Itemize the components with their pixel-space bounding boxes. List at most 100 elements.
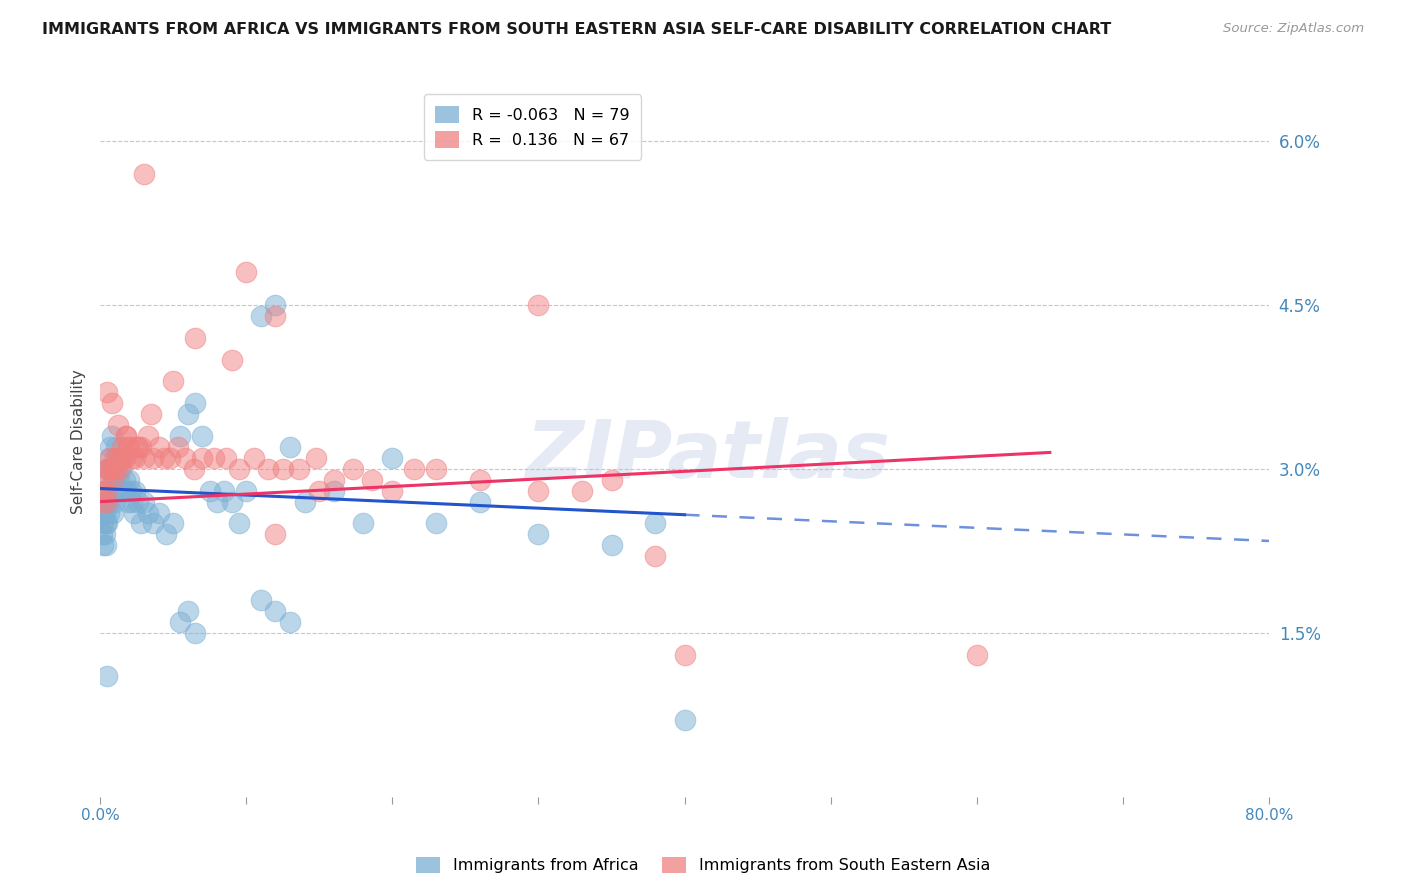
Point	[138, 506, 160, 520]
Point	[90, 527, 112, 541]
Point	[191, 450, 214, 465]
Text: IMMIGRANTS FROM AFRICA VS IMMIGRANTS FROM SOUTH EASTERN ASIA SELF-CARE DISABILIT: IMMIGRANTS FROM AFRICA VS IMMIGRANTS FRO…	[42, 22, 1111, 37]
Point	[205, 494, 228, 508]
Point	[90, 494, 112, 508]
Point	[90, 494, 112, 508]
Point	[111, 440, 134, 454]
Text: ZIPatlas: ZIPatlas	[526, 417, 890, 495]
Point	[142, 516, 165, 531]
Point	[96, 516, 118, 531]
Point	[104, 450, 127, 465]
Point	[129, 516, 152, 531]
Point	[105, 473, 128, 487]
Point	[527, 298, 550, 312]
Point	[183, 462, 205, 476]
Point	[322, 473, 344, 487]
Point	[94, 538, 117, 552]
Point	[111, 450, 134, 465]
Point	[110, 462, 132, 476]
Point	[96, 462, 118, 476]
Point	[177, 407, 200, 421]
Point	[105, 440, 128, 454]
Point	[115, 429, 138, 443]
Point	[97, 450, 120, 465]
Point	[381, 483, 404, 498]
Point	[138, 429, 160, 443]
Point	[101, 429, 124, 443]
Point	[101, 396, 124, 410]
Point	[107, 450, 129, 465]
Point	[228, 516, 250, 531]
Point	[114, 473, 136, 487]
Point	[202, 450, 225, 465]
Text: Source: ZipAtlas.com: Source: ZipAtlas.com	[1223, 22, 1364, 36]
Point	[271, 462, 294, 476]
Point	[112, 450, 135, 465]
Point	[250, 309, 273, 323]
Point	[288, 462, 311, 476]
Point	[169, 615, 191, 629]
Point	[221, 352, 243, 367]
Point	[228, 462, 250, 476]
Point	[148, 440, 170, 454]
Point	[264, 309, 287, 323]
Point	[104, 462, 127, 476]
Point	[97, 506, 120, 520]
Point	[235, 483, 257, 498]
Point	[221, 494, 243, 508]
Point	[120, 483, 142, 498]
Point	[108, 462, 131, 476]
Point	[166, 440, 188, 454]
Point	[127, 440, 149, 454]
Point	[184, 331, 207, 345]
Point	[673, 713, 696, 727]
Point	[162, 516, 184, 531]
Point	[94, 516, 117, 531]
Point	[118, 440, 141, 454]
Point	[91, 506, 114, 520]
Point	[124, 450, 146, 465]
Point	[184, 625, 207, 640]
Point	[96, 669, 118, 683]
Point	[264, 604, 287, 618]
Point	[644, 549, 666, 564]
Point	[93, 506, 115, 520]
Point	[101, 462, 124, 476]
Point	[125, 440, 148, 454]
Point	[132, 494, 155, 508]
Point	[242, 450, 264, 465]
Point	[121, 450, 143, 465]
Point	[264, 527, 287, 541]
Point	[425, 516, 447, 531]
Point	[93, 473, 115, 487]
Point	[257, 462, 280, 476]
Point	[264, 298, 287, 312]
Point	[110, 450, 132, 465]
Point	[93, 527, 115, 541]
Point	[673, 648, 696, 662]
Point	[96, 483, 118, 498]
Point	[198, 483, 221, 498]
Point	[235, 265, 257, 279]
Point	[278, 440, 301, 454]
Point	[148, 506, 170, 520]
Point	[98, 462, 121, 476]
Point	[305, 450, 328, 465]
Point	[169, 429, 191, 443]
Point	[173, 450, 195, 465]
Point	[360, 473, 382, 487]
Point	[644, 516, 666, 531]
Point	[96, 462, 118, 476]
Point	[322, 483, 344, 498]
Point	[162, 375, 184, 389]
Point	[117, 494, 139, 508]
Point	[115, 429, 138, 443]
Point	[103, 473, 125, 487]
Point	[215, 450, 238, 465]
Point	[124, 483, 146, 498]
Point	[108, 473, 131, 487]
Point	[101, 462, 124, 476]
Point	[112, 483, 135, 498]
Point	[117, 440, 139, 454]
Point	[153, 450, 176, 465]
